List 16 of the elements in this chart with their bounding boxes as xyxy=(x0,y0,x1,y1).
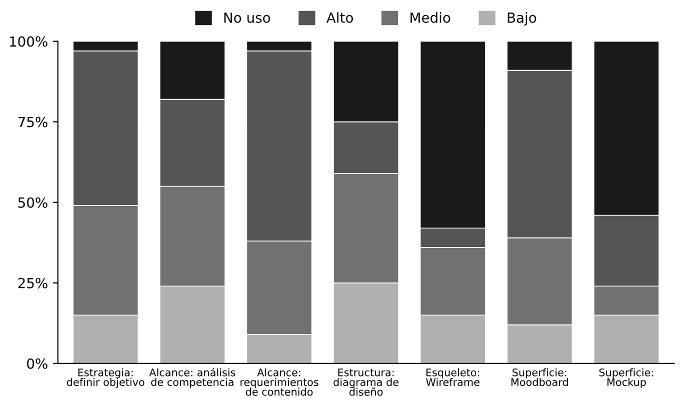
legend-label: Alto xyxy=(326,12,353,23)
x-tick-label: Alcance: análisis de competencia xyxy=(149,368,236,388)
y-tick-label: 25% xyxy=(18,278,48,288)
x-tick-label: Esqueleto: Wireframe xyxy=(426,368,480,386)
y-tick-label: 50% xyxy=(18,197,48,208)
legend-label: Medio xyxy=(410,12,450,23)
legend-label: Bajo xyxy=(508,12,536,26)
legend-label: No uso xyxy=(224,12,270,23)
x-tick-label: Alcance: requerimientos de contenido xyxy=(240,368,318,396)
y-tick-label: 75% xyxy=(18,116,48,128)
y-tick-label: 100% xyxy=(10,36,48,47)
x-tick-label: Estrategia: definir objetivo xyxy=(66,368,144,388)
x-tick-label: Superficie: Mockup xyxy=(599,368,654,388)
x-tick-label: Estructura: diagrama de diseño xyxy=(334,368,398,396)
x-tick-label: Superficie: Moodboard xyxy=(511,368,568,386)
y-tick-label: 0% xyxy=(27,358,48,369)
